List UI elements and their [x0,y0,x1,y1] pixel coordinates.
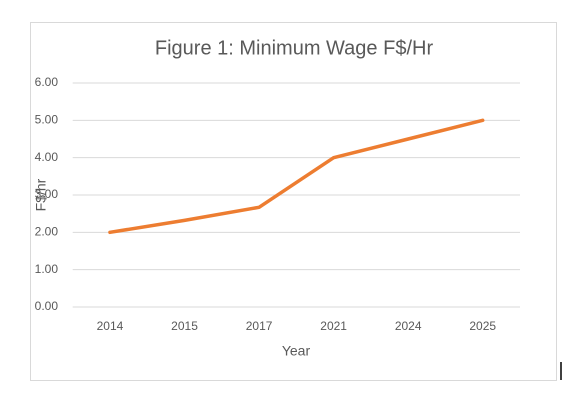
chart-frame [30,22,557,381]
y-axis-label: F$/hr [33,178,49,211]
x-tick-label: 2017 [246,319,273,333]
x-tick-label: 2014 [97,319,124,333]
y-tick-label: 3.00 [35,187,59,201]
x-tick-label: 2015 [171,319,198,333]
chart-title: Figure 1: Minimum Wage F$/Hr [155,37,434,59]
x-tick-label: 2025 [469,319,496,333]
y-tick-label: 6.00 [35,75,59,89]
x-tick-label: 2024 [395,319,422,333]
y-tick-label: 4.00 [35,150,59,164]
y-tick-label: 2.00 [35,225,59,239]
x-axis-label: Year [282,343,311,359]
data-line [108,118,485,235]
y-tick-label: 5.00 [35,113,59,127]
y-tick-label: 0.00 [35,299,59,313]
y-tick-label: 1.00 [35,262,59,276]
x-tick-label: 2021 [320,319,347,333]
